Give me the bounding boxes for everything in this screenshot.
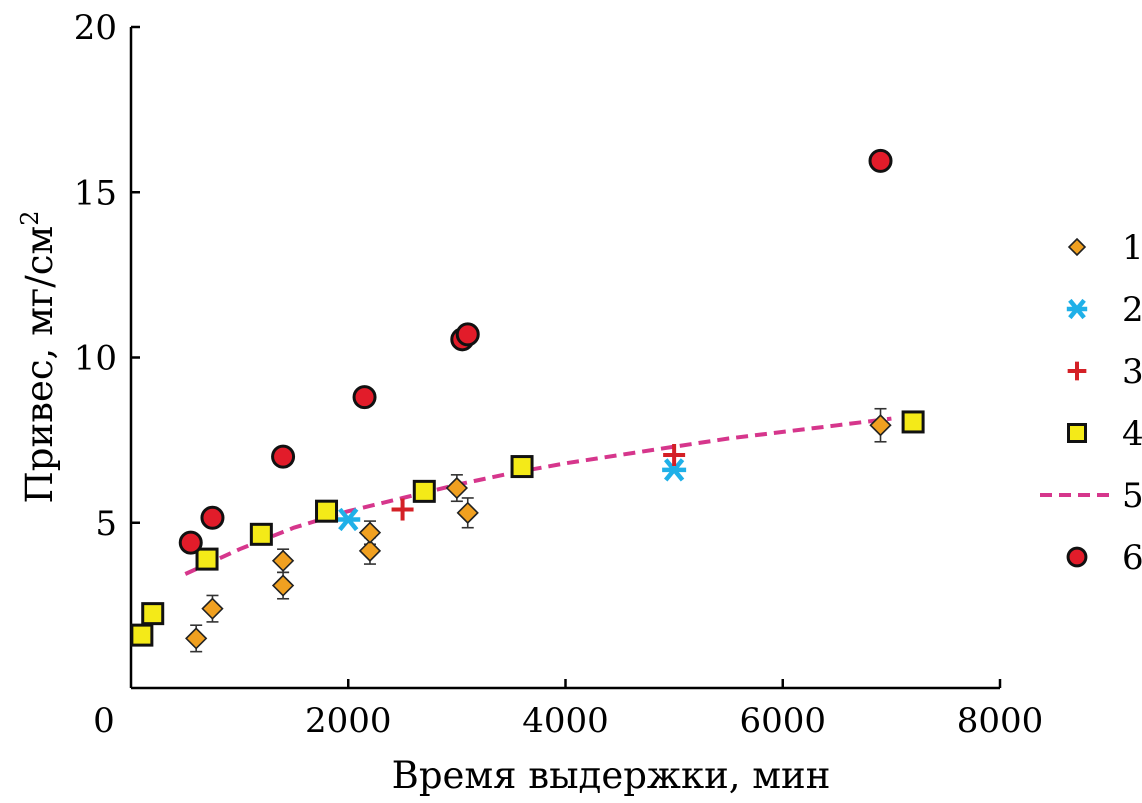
marker-diamond [201, 597, 224, 620]
marker-square [1067, 423, 1087, 443]
marker-circle [352, 385, 377, 410]
y-tick-label: 20 [74, 8, 117, 48]
marker-square [901, 410, 925, 434]
series-markers [130, 148, 925, 650]
series-4-point [249, 522, 273, 546]
legend-item-4: 4 [1067, 414, 1142, 454]
series-1-point [445, 476, 469, 500]
y-ticks: 5 10 15 20 [74, 8, 140, 544]
marker-circle [200, 505, 225, 530]
marker-diamond [1067, 237, 1087, 257]
marker-diamond [185, 627, 208, 650]
marker-square [249, 522, 273, 546]
legend-label: 4 [1122, 414, 1142, 454]
error-bars [190, 407, 887, 653]
marker-circle [271, 444, 296, 469]
legend-label: 5 [1122, 476, 1142, 516]
series-4-point [412, 479, 436, 503]
series-4-point [901, 410, 925, 434]
x-axis-title: Время выдержки, мин [392, 754, 831, 797]
series-1-point [358, 539, 382, 562]
series-6-point [178, 530, 203, 555]
marker-diamond [456, 501, 479, 524]
axes: 0 2000 4000 6000 8000 5 10 15 20 [74, 8, 1044, 741]
series-2-point [336, 507, 361, 532]
marker-square [510, 455, 534, 479]
marker-diamond [271, 574, 295, 597]
x-ticks: 0 2000 4000 6000 8000 [93, 679, 1043, 741]
series-5-line [184, 416, 892, 576]
series-4-point [315, 499, 339, 523]
series-1-point [201, 597, 224, 620]
legend-item-1: 1 [1067, 228, 1142, 268]
marker-square [141, 602, 165, 626]
legend-swatch [1067, 361, 1087, 381]
marker-diamond [869, 414, 892, 437]
series-1-point [185, 627, 208, 650]
legend-item-5: 5 [1040, 476, 1142, 516]
plot-area [130, 148, 925, 653]
series-4-point [141, 602, 165, 626]
marker-square [130, 623, 154, 647]
x-tick-label: 8000 [957, 701, 1044, 741]
marker-square [315, 499, 339, 523]
legend-label: 2 [1122, 290, 1142, 330]
y-tick-label: 15 [74, 173, 117, 213]
legend-item-3: 3 [1067, 352, 1142, 392]
marker-diamond [271, 549, 295, 572]
legend-label: 6 [1122, 538, 1142, 578]
legend-swatch [1066, 546, 1088, 568]
series-6-point [271, 444, 296, 469]
marker-square [195, 547, 219, 571]
series-1-point [869, 414, 892, 437]
legend-item-2: 2 [1066, 290, 1142, 330]
legend-swatch [1067, 423, 1087, 443]
legend-label: 1 [1122, 228, 1142, 268]
marker-diamond [445, 476, 469, 500]
legend: 1 2 3 4 5 6 [1040, 228, 1142, 578]
y-axis-title-text: Привес, мг/см [18, 226, 61, 504]
marker-diamond [358, 539, 382, 562]
series-6-point [455, 322, 480, 347]
marker-circle [455, 322, 480, 347]
marker-diamond [358, 521, 382, 544]
marker-circle [1066, 546, 1088, 568]
x-tick-label: 6000 [739, 701, 826, 741]
marker-asterisk-d2 [663, 458, 685, 482]
y-axis-title: Привес, мг/см2 [16, 211, 61, 504]
series-3-point [391, 498, 414, 521]
series-6-point [352, 385, 377, 410]
series-4-point [130, 623, 154, 647]
legend-item-6: 6 [1066, 538, 1142, 578]
series-1-point [271, 574, 295, 597]
y-axis-title-superscript: 2 [16, 211, 44, 226]
series-lines [184, 416, 892, 576]
marker-asterisk-d2 [1068, 298, 1086, 320]
series-4-point [510, 455, 534, 479]
series-2-point [662, 458, 687, 482]
x-tick-label: 2000 [305, 701, 392, 741]
marker-asterisk-d2 [338, 507, 359, 532]
marker-circle [868, 148, 893, 173]
legend-label: 3 [1122, 352, 1142, 392]
marker-circle [178, 530, 203, 555]
series-6-point [868, 148, 893, 173]
x-tick-label: 0 [93, 701, 115, 741]
y-tick-label: 10 [74, 339, 117, 379]
x-tick-label: 4000 [522, 701, 609, 741]
marker-square [412, 479, 436, 503]
series-1-point [358, 521, 382, 544]
legend-swatch [1066, 298, 1088, 320]
series-1-point [456, 501, 479, 524]
series-4-point [195, 547, 219, 571]
legend-swatch [1067, 237, 1087, 257]
series-1-point [271, 549, 295, 572]
series-6-point [200, 505, 225, 530]
series-3-point [663, 443, 686, 466]
y-tick-label: 5 [95, 504, 117, 544]
